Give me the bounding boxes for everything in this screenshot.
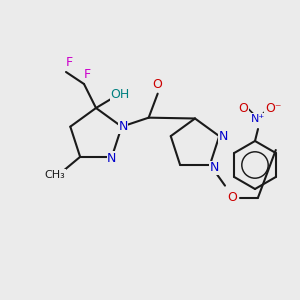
Text: O⁻: O⁻	[265, 101, 281, 115]
Text: O: O	[238, 101, 248, 115]
Text: CH₃: CH₃	[44, 170, 65, 180]
Text: O: O	[153, 78, 163, 91]
Text: N: N	[107, 152, 117, 165]
Text: N: N	[118, 120, 128, 133]
Text: N⁺: N⁺	[251, 113, 265, 124]
Text: F: F	[83, 68, 91, 82]
Text: OH: OH	[110, 88, 130, 101]
Text: N: N	[210, 161, 219, 174]
Text: F: F	[65, 56, 73, 70]
Text: O: O	[228, 191, 237, 204]
Text: N: N	[219, 130, 228, 142]
